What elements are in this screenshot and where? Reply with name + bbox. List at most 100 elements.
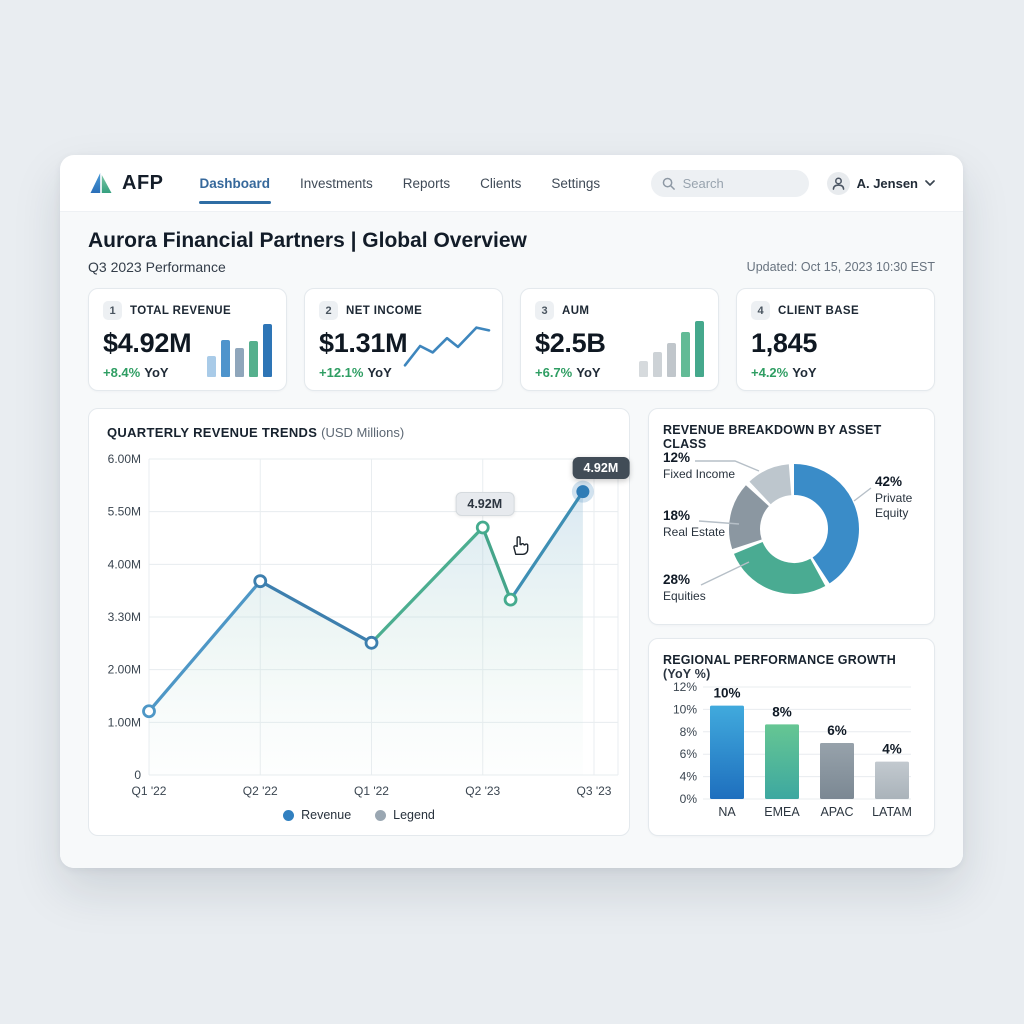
svg-text:6%: 6% xyxy=(680,747,698,761)
main-row: QUARTERLY REVENUE TRENDS (USD Millions) … xyxy=(88,408,935,836)
donut-label-equities: 28% Equities xyxy=(663,572,706,603)
user-menu[interactable]: A. Jensen xyxy=(826,171,935,195)
kpi-row: 1 TOTAL REVENUE $4.92M +8.4% YoY 2 NET IN… xyxy=(88,288,935,391)
svg-text:10%: 10% xyxy=(673,702,697,716)
regional-bar-chart[interactable]: 12% 10% 8% 6% 4% 0% 10% NA 8% EMEA 6% APAC 4% LATAM xyxy=(659,673,918,830)
asset-donut-chart[interactable] xyxy=(726,461,862,602)
svg-text:1.00M: 1.00M xyxy=(108,715,141,729)
panel-title: REGIONAL PERFORMANCE GROWTH (YoY %) xyxy=(663,653,896,681)
kpi-delta: +8.4% YoY xyxy=(103,365,169,380)
kpi-card-aum: 3 AUM $2.5B +6.7% YoY xyxy=(520,288,719,391)
chart-legend: Revenue Legend xyxy=(89,808,629,822)
svg-text:Q3 '23: Q3 '23 xyxy=(577,784,612,798)
svg-text:4.00M: 4.00M xyxy=(108,557,141,571)
person-icon xyxy=(832,177,844,190)
dashboard-content: Aurora Financial Partners | Global Overv… xyxy=(60,211,963,868)
sparkline-bar xyxy=(249,341,258,377)
kpi-label: NET INCOME xyxy=(346,304,423,317)
kpi-card-total-revenue: 1 TOTAL REVENUE $4.92M +8.4% YoY xyxy=(88,288,287,391)
nav-item-reports[interactable]: Reports xyxy=(402,175,451,191)
svg-text:8%: 8% xyxy=(772,704,792,719)
panel-title-suffix: (YoY %) xyxy=(663,667,711,681)
kpi-delta: +6.7% YoY xyxy=(535,365,601,380)
search-placeholder: Search xyxy=(682,175,724,191)
donut-label-fixed-income: 12% Fixed Income xyxy=(663,450,736,481)
donut-label-real-estate: 18% Real Estate xyxy=(663,508,726,539)
top-navigation-bar: AFP Dashboard Investments Reports Client… xyxy=(60,155,963,211)
svg-text:6.00M: 6.00M xyxy=(108,452,141,466)
revenue-line-chart[interactable]: 6.00M 5.50M 4.00M 3.30M 2.00M 1.00M 0 Q1 '22 Q2 … xyxy=(101,445,619,808)
svg-text:Q1 '22: Q1 '22 xyxy=(132,784,167,798)
quarterly-revenue-chart-card: QUARTERLY REVENUE TRENDS (USD Millions) … xyxy=(88,408,630,836)
kpi-index-badge: 3 xyxy=(535,301,554,320)
brand-name: AFP xyxy=(122,171,164,194)
kpi-value: $1.31M xyxy=(319,328,408,358)
svg-text:4%: 4% xyxy=(680,770,698,784)
svg-text:4%: 4% xyxy=(882,742,902,757)
chart-tooltip: 4.92M xyxy=(455,492,515,517)
kpi-card-client-base: 4 CLIENT BASE 1,845 +4.2% YoY xyxy=(736,288,935,391)
svg-text:6%: 6% xyxy=(827,723,847,738)
kpi-sparkline-line xyxy=(402,319,492,378)
sparkline-bar xyxy=(681,332,690,377)
page-title: Aurora Financial Partners | Global Overv… xyxy=(88,229,527,252)
kpi-index-badge: 4 xyxy=(751,301,770,320)
kpi-label: AUM xyxy=(562,304,590,317)
avatar xyxy=(826,171,850,195)
app-logo[interactable]: AFP xyxy=(88,171,164,195)
svg-text:5.50M: 5.50M xyxy=(108,505,141,519)
svg-text:12%: 12% xyxy=(673,680,697,694)
chart-tooltip: 4.92M xyxy=(572,456,630,479)
svg-text:8%: 8% xyxy=(680,725,698,739)
svg-text:0%: 0% xyxy=(680,792,698,806)
nav-item-settings[interactable]: Settings xyxy=(551,175,601,191)
kpi-value: $2.5B xyxy=(535,328,606,358)
last-updated-text: Updated: Oct 15, 2023 10:30 EST xyxy=(746,260,935,274)
svg-text:LATAM: LATAM xyxy=(872,805,912,819)
svg-text:0: 0 xyxy=(134,768,141,782)
nav-item-dashboard[interactable]: Dashboard xyxy=(198,170,271,204)
right-column: REVENUE BREAKDOWN BY ASSET CLASS 12% Fix… xyxy=(648,408,935,836)
legend-dot xyxy=(375,809,387,821)
sparkline-bar xyxy=(695,321,704,377)
main-nav: Dashboard Investments Reports Clients Se… xyxy=(198,170,601,204)
kpi-index-badge: 1 xyxy=(103,301,122,320)
svg-text:3.30M: 3.30M xyxy=(108,610,141,624)
search-input[interactable]: Search xyxy=(650,169,809,197)
logo-triangle-icon xyxy=(90,173,112,193)
chart-title-suffix: (USD Millions) xyxy=(321,425,405,440)
kpi-value: 1,845 xyxy=(751,328,818,358)
chart-title: QUARTERLY REVENUE TRENDS (USD Millions) xyxy=(107,425,405,440)
sparkline-bar xyxy=(639,361,648,377)
hand-cursor-icon xyxy=(513,536,529,556)
legend-item-legend[interactable]: Legend xyxy=(375,808,435,822)
svg-text:Q2 '22: Q2 '22 xyxy=(243,784,278,798)
legend-dot xyxy=(283,809,295,821)
svg-text:10%: 10% xyxy=(713,686,740,701)
asset-breakdown-card: REVENUE BREAKDOWN BY ASSET CLASS 12% Fix… xyxy=(648,408,935,625)
chevron-down-icon xyxy=(925,179,935,186)
sparkline-bar xyxy=(653,352,662,377)
donut-label-private-equity: 42% Private Equity xyxy=(875,474,913,521)
search-icon xyxy=(662,177,675,190)
sparkline-bar xyxy=(263,324,272,377)
svg-text:2.00M: 2.00M xyxy=(108,663,141,677)
kpi-label: TOTAL REVENUE xyxy=(130,304,232,317)
nav-item-clients[interactable]: Clients xyxy=(480,175,522,191)
nav-item-investments[interactable]: Investments xyxy=(300,175,373,191)
page-header: Aurora Financial Partners | Global Overv… xyxy=(88,229,935,275)
app-window: AFP Dashboard Investments Reports Client… xyxy=(60,155,963,868)
svg-text:Q2 '23: Q2 '23 xyxy=(465,784,500,798)
svg-text:APAC: APAC xyxy=(820,805,853,819)
kpi-delta: +4.2% YoY xyxy=(751,365,817,380)
kpi-label: CLIENT BASE xyxy=(778,304,860,317)
kpi-delta: +12.1% YoY xyxy=(319,365,392,380)
legend-item-revenue[interactable]: Revenue xyxy=(283,808,351,822)
sparkline-bar xyxy=(667,343,676,377)
svg-text:EMEA: EMEA xyxy=(764,805,800,819)
kpi-card-net-income: 2 NET INCOME $1.31M +12.1% YoY xyxy=(304,288,503,391)
sparkline-bar xyxy=(235,348,244,377)
kpi-sparkline-bars xyxy=(628,319,704,377)
regional-growth-card: REGIONAL PERFORMANCE GROWTH (YoY %) 12% 1… xyxy=(648,638,935,836)
